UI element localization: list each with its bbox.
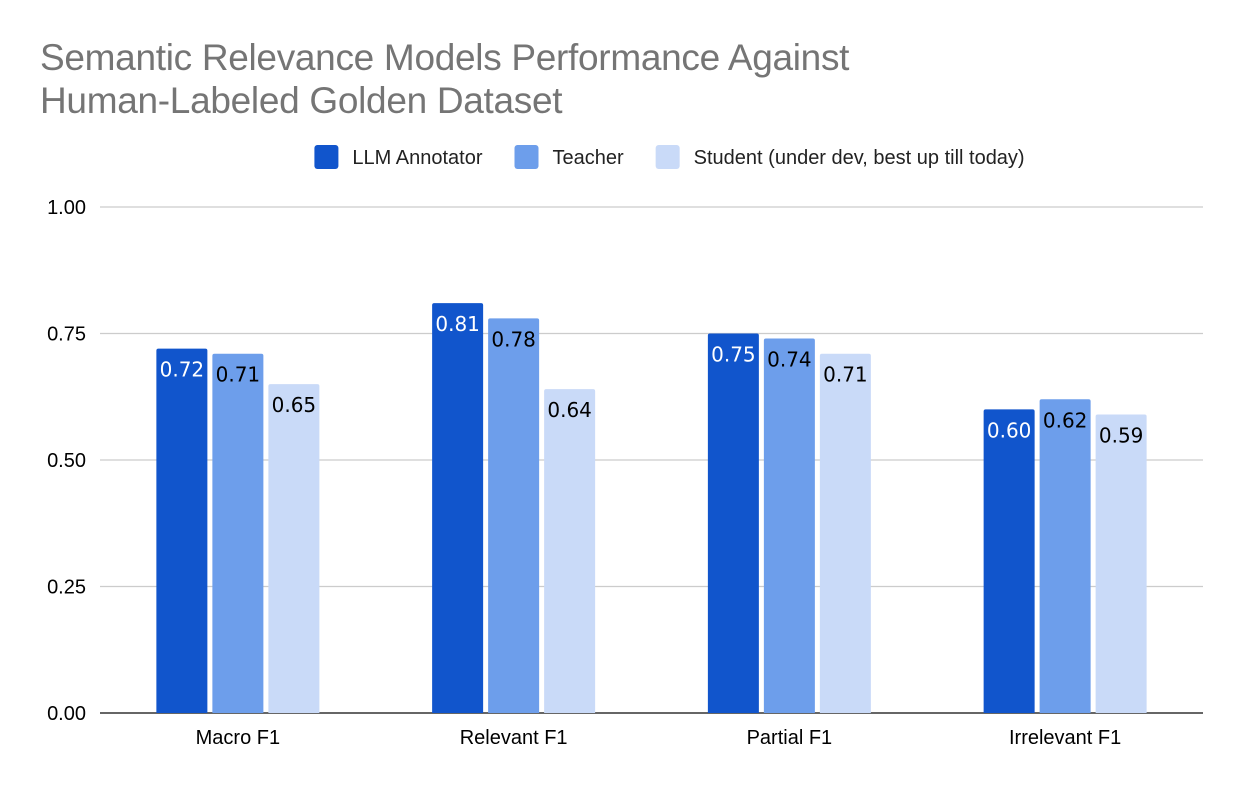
bar	[432, 303, 484, 713]
x-axis: Macro F1 Relevant F1 Partial F1 Irrelevant …	[196, 727, 1122, 749]
x-category-label: Irrelevant F1	[1009, 727, 1121, 749]
gridlines	[100, 206, 1203, 714]
legend-label: Student (under dev, best up till today)	[694, 147, 1025, 169]
bar	[1095, 414, 1147, 713]
data-label: 0.78	[491, 327, 536, 351]
bar	[983, 409, 1035, 713]
data-label: 0.59	[1099, 423, 1144, 447]
y-tick-label: 0.75	[47, 324, 86, 346]
bar	[707, 333, 759, 713]
chart-title: Semantic Relevance Models Performance Ag…	[40, 36, 1040, 122]
x-category-label: Relevant F1	[460, 727, 568, 749]
y-tick-label: 0.50	[47, 450, 86, 472]
x-category-label: Partial F1	[747, 727, 833, 749]
bar	[156, 348, 208, 713]
legend: LLM Annotator Teacher Student (under dev, …	[314, 145, 1025, 169]
legend-swatch	[655, 145, 680, 169]
data-label: 0.71	[216, 363, 261, 387]
bar	[1039, 399, 1091, 713]
x-category-label: Macro F1	[196, 727, 280, 749]
chart-title-line-1: Semantic Relevance Models Performance Ag…	[40, 37, 850, 78]
bar	[488, 318, 540, 713]
y-tick-label: 1.00	[47, 197, 86, 219]
data-label: 0.72	[160, 358, 205, 382]
bar	[763, 338, 815, 713]
data-label: 0.71	[823, 363, 868, 387]
data-label: 0.65	[272, 393, 317, 417]
legend-label: Teacher	[553, 147, 624, 169]
data-label: 0.62	[1043, 408, 1088, 432]
bar	[544, 389, 596, 713]
legend-swatch	[514, 145, 539, 169]
legend-swatch	[314, 145, 339, 169]
y-axis: 0.00 0.25 0.50 0.75 1.00	[47, 197, 86, 725]
data-label: 0.81	[435, 312, 480, 336]
y-tick-label: 0.25	[47, 577, 86, 599]
bar	[268, 384, 320, 713]
data-label: 0.74	[767, 348, 812, 372]
bar	[212, 353, 264, 713]
data-label: 0.60	[987, 418, 1032, 442]
bar	[819, 353, 871, 713]
chart-title-line-2: Human-Labeled Golden Dataset	[40, 80, 563, 121]
data-label: 0.75	[711, 343, 756, 367]
bars: 0.72 0.71 0.65 0.81 0.78 0.64 0.75 0.74 0.71 0.60…	[156, 303, 1147, 713]
data-label: 0.64	[547, 398, 592, 422]
y-tick-label: 0.00	[47, 703, 86, 725]
legend-label: LLM Annotator	[352, 147, 482, 169]
